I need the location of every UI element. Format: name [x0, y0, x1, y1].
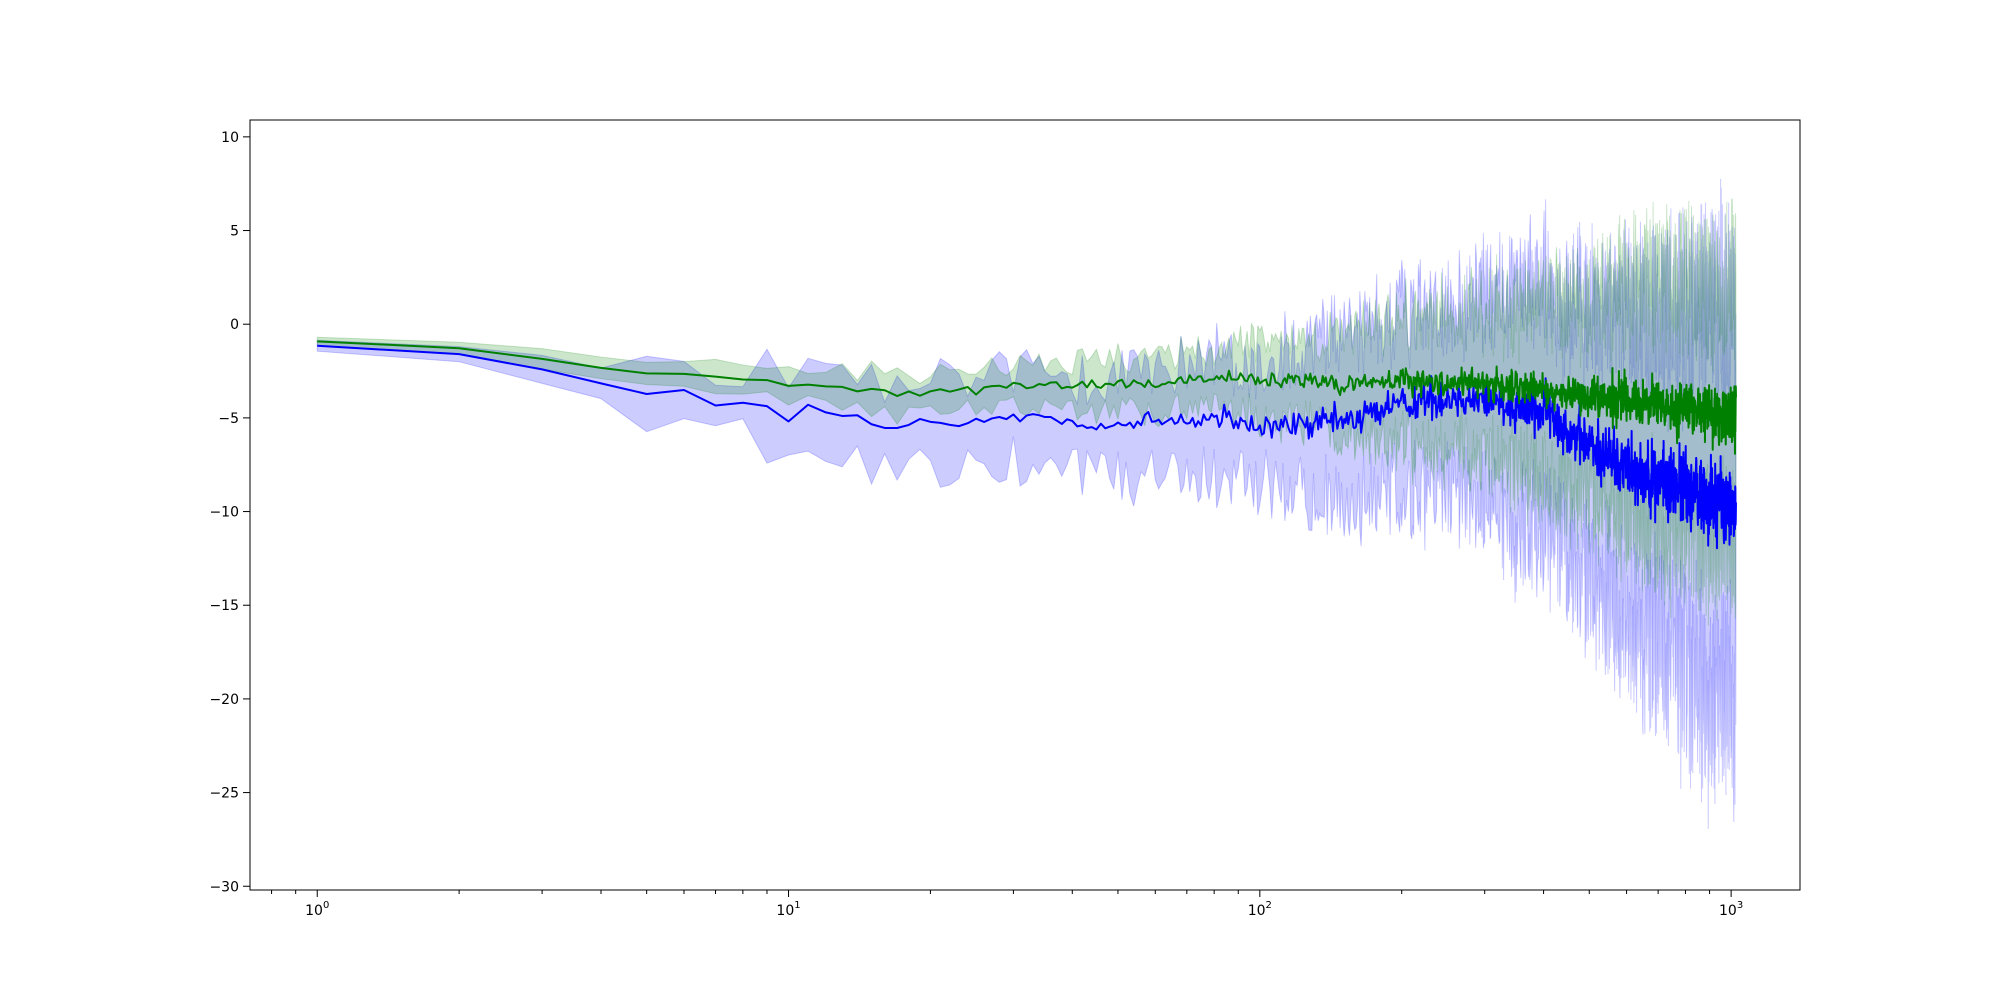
y-tick-label: −30: [209, 879, 239, 895]
y-tick-label: 5: [230, 224, 239, 240]
series-2-line: [317, 340, 1737, 455]
y-axis: 10 5 0 −5 −10 −15 −20 −25 −30: [209, 130, 250, 895]
x-tick-label-exponent: 2: [1266, 900, 1272, 911]
y-tick-label: −25: [209, 786, 239, 802]
y-tick-label: −10: [209, 505, 239, 521]
y-tick-label: −15: [209, 598, 239, 614]
x-tick-label-base: 10: [1248, 903, 1266, 919]
y-tick-label: 10: [221, 130, 239, 146]
series-1-line: [317, 344, 1737, 550]
y-tick-label: 0: [230, 317, 239, 333]
x-tick-label-base: 10: [776, 903, 794, 919]
x-tick-label: 102: [1248, 900, 1272, 919]
series-layer: [316, 178, 1737, 829]
x-tick-label: 100: [305, 900, 329, 919]
x-tick-label-exponent: 0: [323, 900, 329, 911]
x-tick-label: 103: [1719, 900, 1743, 919]
x-axis: 100 101 102 103: [271, 890, 1743, 919]
x-tick-label: 101: [776, 900, 800, 919]
x-tick-label-base: 10: [1719, 903, 1737, 919]
y-tick-label: −20: [209, 692, 239, 708]
x-tick-label-exponent: 1: [794, 900, 800, 911]
x-tick-label-base: 10: [305, 903, 323, 919]
plot-frame: [249, 119, 1801, 891]
series-1-band: [316, 178, 1737, 829]
x-tick-label-exponent: 3: [1737, 900, 1743, 911]
y-tick-label: −5: [218, 411, 239, 427]
